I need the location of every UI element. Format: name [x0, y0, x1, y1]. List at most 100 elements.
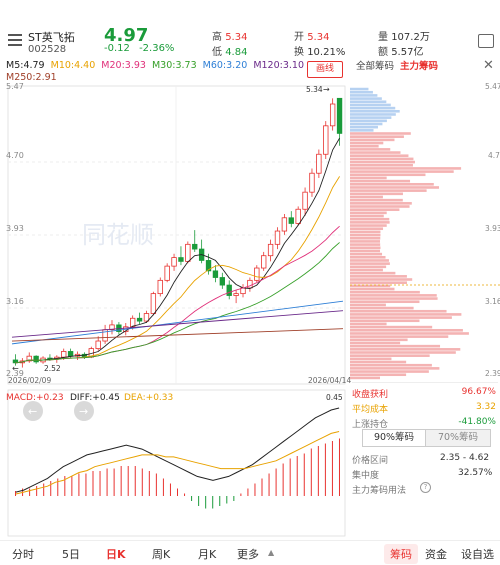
macd-group — [15, 407, 340, 509]
up-hold-label: 上涨持仓 — [352, 420, 389, 430]
chips-button[interactable]: 筹码 — [384, 544, 418, 564]
chip-bar — [350, 363, 432, 367]
range-label: 价格区间 — [352, 456, 389, 466]
menu-icon[interactable] — [8, 34, 22, 46]
chip-bar — [350, 129, 374, 132]
change-percent: -2.36% — [139, 43, 175, 54]
candle-body — [261, 255, 267, 269]
candle-body — [316, 153, 322, 174]
funds-button[interactable]: 资金 — [425, 548, 447, 561]
up-hold-value: -41.80% — [458, 417, 496, 427]
watermark: 同花顺 — [82, 221, 154, 249]
candle-body — [274, 230, 281, 245]
chip-bar — [350, 224, 387, 227]
tab-monthly-k[interactable]: 月K — [198, 548, 217, 561]
chip-bar — [350, 202, 412, 205]
current-price: 4.97 — [104, 25, 149, 46]
y-tick: 3.93 — [6, 224, 24, 233]
candle-body — [226, 284, 232, 296]
draw-line-button[interactable]: 画线 — [307, 61, 343, 78]
chip-bar — [350, 103, 391, 107]
seg-90-chips[interactable]: 90%筹码 — [362, 429, 426, 447]
chip-bar — [350, 151, 401, 154]
profit-label: 收盘获利 — [352, 390, 389, 400]
chip-bar — [350, 186, 440, 189]
candle-body — [157, 279, 163, 295]
y-tick: 4.70 — [6, 151, 24, 160]
candle-body — [281, 217, 288, 232]
ma60-label: M60:3.20 — [202, 60, 248, 71]
chip-bar — [350, 189, 427, 192]
chip-bar — [350, 313, 462, 316]
quote-low: 低 4.84 — [212, 47, 248, 58]
chip-bar — [350, 205, 410, 208]
chip-bar — [350, 360, 407, 364]
arrow-left-icon: ← — [12, 364, 19, 373]
tab-daily-k[interactable]: 日K — [106, 548, 126, 561]
tab-weekly-k[interactable]: 周K — [152, 548, 171, 561]
avg-cost-value: 3.32 — [475, 402, 496, 412]
macd-frame — [7, 389, 346, 537]
quote-high: 高 5.34 — [212, 32, 248, 43]
chip-bar — [350, 268, 383, 272]
chip-bar — [350, 259, 389, 262]
chip-bar — [350, 319, 420, 323]
chip-bar — [350, 271, 396, 275]
chip-bar — [350, 255, 386, 259]
chip-stats-panel: 收盘获利 96.67% 平均成本 3.32 上涨持仓 -41.80% — [352, 382, 498, 533]
chip-bar — [350, 373, 407, 377]
ma120-label: M120:3.10 — [253, 60, 304, 71]
right-tick: 2.39 — [485, 369, 500, 378]
tab-more[interactable]: 更多 — [237, 548, 259, 561]
footer-bar: 分时 5日 日K 周K 月K 更多 ▲ 筹码 资金 设自选 — [0, 540, 500, 565]
expand-icon[interactable] — [478, 34, 494, 48]
chip-bar — [350, 217, 390, 221]
avg-cost-label: 平均成本 — [352, 405, 389, 415]
right-tick: 5.47 — [485, 82, 500, 91]
chip-bar — [350, 221, 390, 224]
chip-bar — [350, 322, 387, 326]
main-chip-usage-link[interactable]: 主力筹码用法 — [352, 486, 407, 496]
next-button[interactable] — [74, 401, 94, 421]
add-watchlist-button[interactable]: 设自选 — [461, 548, 494, 561]
chip-bar — [350, 148, 391, 151]
stock-code: 002528 — [28, 44, 67, 55]
help-icon[interactable]: ? — [420, 482, 431, 493]
ma30-label: M30:3.73 — [151, 60, 197, 71]
y-tick: 2.39 — [6, 369, 24, 378]
chip-bar — [350, 303, 386, 307]
close-icon[interactable]: ✕ — [483, 58, 494, 73]
candle-body — [309, 172, 315, 193]
chip-bar — [350, 125, 378, 129]
prev-button[interactable] — [23, 401, 43, 421]
chip-bar — [350, 109, 400, 113]
chip-bar — [350, 367, 440, 370]
chip-bar — [350, 90, 373, 94]
candle-body — [136, 317, 143, 322]
arrow-left-icon: ← — [28, 405, 37, 418]
chip-bar — [350, 316, 452, 319]
chip-bar — [350, 233, 381, 237]
candle-body — [295, 208, 301, 224]
tab-5day[interactable]: 5日 — [62, 548, 80, 561]
arrow-right-icon: → — [323, 85, 330, 94]
chip-bar — [350, 252, 383, 256]
candle-body — [336, 97, 343, 134]
chip-bar — [350, 341, 401, 345]
right-tick: 3.16 — [485, 297, 500, 306]
chip-bar — [350, 351, 456, 354]
chip-bar — [350, 157, 414, 161]
chip-bar — [350, 376, 380, 380]
seg-70-chips[interactable]: 70%筹码 — [425, 429, 491, 447]
stock-name: ST英飞拓 — [28, 31, 75, 44]
chip-bar — [350, 294, 437, 297]
tab-all-chips[interactable]: 全部筹码 — [356, 61, 395, 72]
chip-bar — [350, 236, 381, 240]
chip-bar — [350, 132, 411, 135]
chip-bar — [350, 370, 429, 373]
tab-main-chips[interactable]: 主力筹码 — [400, 61, 439, 72]
candle-body — [67, 351, 74, 357]
candle-body — [185, 243, 191, 262]
tab-intraday[interactable]: 分时 — [12, 548, 34, 561]
ma-line — [11, 310, 344, 338]
